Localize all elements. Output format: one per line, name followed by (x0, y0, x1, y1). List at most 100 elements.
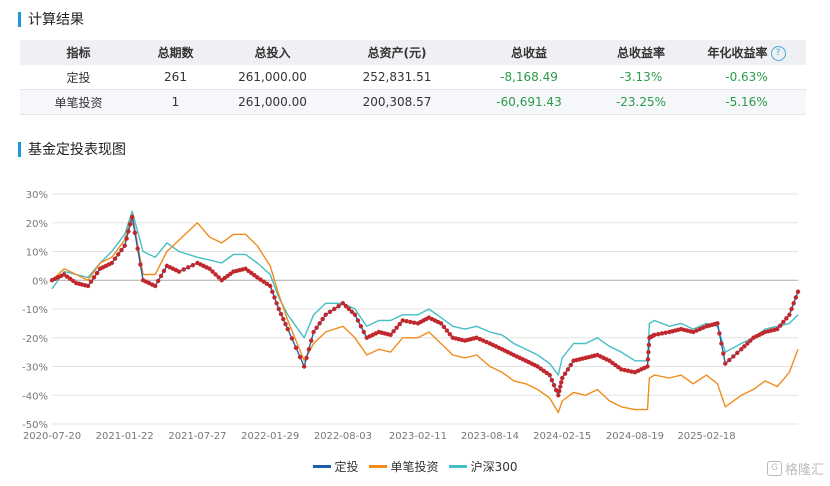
x-tick-label: 2024-02-15 (533, 431, 591, 442)
data-point (556, 393, 561, 398)
data-point (336, 303, 341, 309)
data-point (535, 364, 540, 369)
watermark: G 格隆汇 (766, 459, 824, 478)
data-point (745, 341, 750, 346)
data-point (64, 274, 70, 279)
data-point (126, 229, 131, 234)
data-point (340, 301, 346, 306)
data-point (742, 344, 747, 349)
result-title-text: 计算结果 (28, 12, 84, 28)
x-tick-label: 2023-08-14 (461, 431, 519, 442)
data-point (94, 270, 100, 276)
data-point (565, 367, 571, 372)
legend-swatch (368, 465, 387, 468)
data-point (132, 230, 138, 236)
y-tick-label: 20% (26, 219, 48, 230)
table-header-row: 指标 总期数 总投入 总资产(元) 总收益 总收益率 年化收益率? (20, 40, 806, 65)
data-point (128, 221, 133, 227)
y-tick-label: -40% (22, 391, 48, 402)
data-point (289, 336, 295, 341)
data-point (112, 256, 118, 261)
data-point (285, 326, 290, 332)
chart-section-title: 基金定投表现图 (18, 139, 126, 159)
gelonghui-logo-icon: G (766, 461, 782, 476)
legend-item[interactable]: 单笔投资 (368, 458, 439, 475)
data-point (557, 388, 562, 394)
data-point (320, 316, 325, 322)
table-cell: 261 (137, 65, 214, 90)
data-point (261, 279, 266, 284)
data-point (560, 375, 565, 381)
data-point (304, 355, 309, 361)
series-line (51, 216, 799, 396)
col-header-annual-return: 年化收益率? (687, 40, 806, 65)
table-row: 单笔投资 1 261,000.00 200,308.57 -60,691.43 … (20, 89, 806, 115)
question-circle-icon[interactable]: ? (770, 46, 786, 61)
col-header: 总投入 (214, 40, 331, 65)
title-accent-bar (18, 11, 21, 27)
data-point (309, 338, 314, 343)
data-point (700, 325, 706, 330)
x-tick-label: 2022-08-03 (314, 431, 372, 442)
data-point (216, 275, 221, 280)
data-point (400, 318, 405, 323)
data-point (397, 321, 402, 327)
table-cell: -23.25% (595, 89, 687, 115)
data-point (297, 354, 303, 360)
data-point (301, 364, 307, 369)
legend-label: 沪深300 (470, 460, 518, 474)
data-point (411, 320, 417, 325)
data-point (122, 243, 127, 248)
data-point (691, 329, 696, 335)
legend-item[interactable]: 定投 (312, 458, 359, 475)
data-point (646, 342, 652, 348)
watermark-text: 格隆汇 (784, 463, 824, 478)
data-point (775, 326, 780, 332)
data-point (276, 306, 281, 312)
data-point (481, 338, 486, 343)
table-cell: -5.16% (687, 89, 806, 115)
y-tick-label: -10% (22, 305, 48, 316)
data-point (283, 321, 288, 327)
data-point (314, 325, 319, 330)
table-cell: 1 (137, 89, 214, 115)
data-point (352, 312, 358, 317)
data-point (727, 357, 732, 363)
data-point (645, 357, 651, 362)
data-point (346, 306, 352, 312)
data-point (138, 262, 143, 267)
col-header: 总收益 (463, 40, 595, 65)
data-point (538, 366, 543, 371)
data-point (258, 277, 263, 282)
data-point (186, 265, 191, 270)
data-point (272, 295, 277, 300)
data-point (274, 301, 279, 306)
y-tick-label: 0% (32, 276, 48, 287)
data-point (332, 306, 337, 312)
data-point (153, 283, 158, 289)
table-cell: -8,168.49 (463, 65, 595, 90)
data-point (270, 289, 275, 294)
data-point (719, 341, 724, 346)
table-cell: 261,000.00 (214, 89, 331, 115)
data-point (394, 325, 399, 330)
y-tick-label: -50% (22, 420, 48, 431)
legend-label: 单笔投资 (390, 460, 439, 474)
data-point (645, 364, 650, 369)
y-tick-label: -20% (22, 334, 48, 345)
data-point (278, 311, 284, 317)
data-point (694, 328, 699, 333)
legend-item[interactable]: 沪深300 (448, 458, 518, 475)
data-point (207, 266, 212, 271)
table-cell: -3.13% (595, 65, 687, 90)
data-point (568, 362, 573, 368)
data-point (210, 269, 215, 274)
x-tick-label: 2024-08-19 (606, 431, 664, 442)
data-point (71, 278, 76, 284)
data-point (558, 384, 563, 389)
data-point (549, 377, 555, 383)
x-tick-label: 2022-01-29 (241, 431, 299, 442)
table-cell: 261,000.00 (214, 65, 331, 90)
data-point (119, 247, 124, 253)
data-point (85, 283, 91, 289)
